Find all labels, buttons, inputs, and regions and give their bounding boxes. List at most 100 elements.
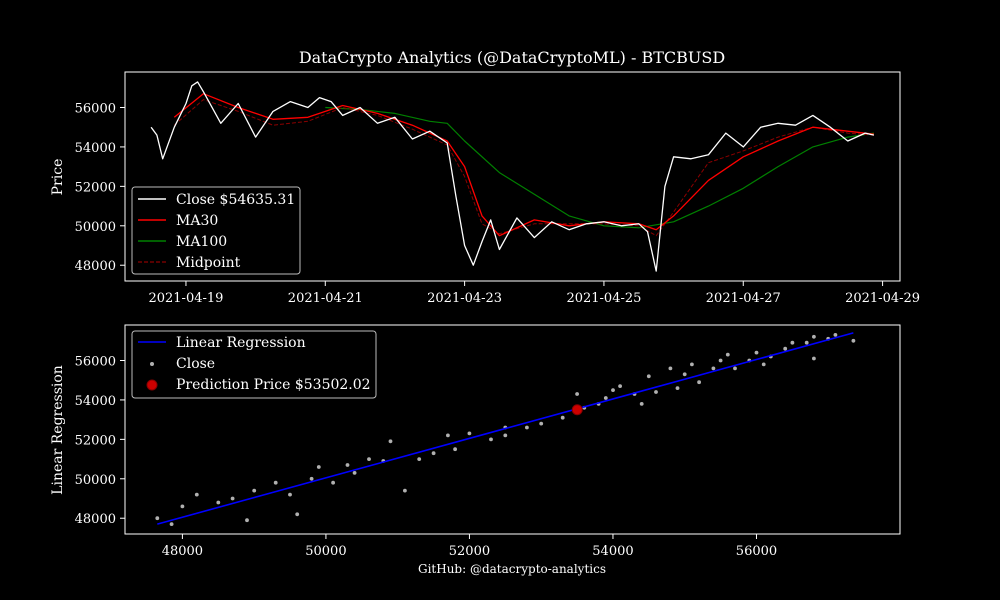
- legend-close-label: Close $54635.31: [176, 192, 295, 208]
- regression-chart-frame: [124, 324, 901, 535]
- ma100-line: [325, 106, 874, 229]
- regression-x-tick-label: 48000: [162, 544, 203, 559]
- regression-y-tick-label: 52000: [75, 433, 116, 448]
- regression-legend-box: [131, 330, 377, 399]
- close-point: [194, 492, 199, 497]
- close-point: [668, 366, 673, 371]
- regression-y-tick-label: 54000: [75, 394, 116, 409]
- price-y-tick-label: 54000: [75, 141, 116, 156]
- regression-x-ticks: 48000 50000 52000 54000 56000: [162, 534, 777, 559]
- close-point: [180, 504, 185, 509]
- close-point: [252, 488, 257, 493]
- close-point: [711, 366, 716, 371]
- price-x-ticks: 2021-04-19 2021-04-21 2021-04-23 2021-04-25…: [148, 281, 920, 306]
- legend-regression-label: Linear Regression: [176, 335, 306, 351]
- price-x-tick-label: 2021-04-27: [706, 291, 781, 306]
- close-point: [690, 362, 694, 367]
- legend-ma30-label: MA30: [176, 213, 218, 229]
- price-y-tick-label: 50000: [75, 220, 116, 235]
- close-point: [654, 390, 658, 394]
- price-x-tick-label: 2021-04-19: [148, 291, 223, 306]
- close-point: [295, 512, 300, 517]
- legend-ma100-label: MA100: [176, 234, 227, 250]
- close-point: [682, 372, 687, 377]
- price-series-layer: [150, 81, 875, 272]
- close-point: [754, 350, 759, 355]
- close-point: [851, 338, 856, 343]
- close-point: [417, 457, 422, 461]
- price-y-tick-label: 48000: [75, 259, 116, 274]
- close-line: [150, 81, 875, 272]
- close-point: [812, 356, 816, 361]
- regression-x-tick-label: 52000: [449, 544, 490, 559]
- legend-scatter-label: Close: [176, 356, 215, 372]
- price-x-tick-label: 2021-04-23: [427, 291, 502, 306]
- close-point: [467, 431, 472, 436]
- price-x-tick-label: 2021-04-25: [566, 291, 641, 306]
- close-point: [288, 492, 292, 497]
- close-point: [718, 358, 723, 363]
- price-x-tick-label: 2021-04-21: [288, 291, 363, 306]
- close-point: [790, 340, 795, 345]
- close-point: [489, 437, 493, 442]
- close-point: [273, 480, 278, 485]
- regression-legend: Linear Regression Close Prediction Price…: [131, 330, 377, 399]
- close-point: [503, 433, 508, 438]
- midpoint-line: [173, 99, 874, 237]
- regression-y-tick-label: 56000: [75, 354, 116, 369]
- regression-series-layer: [155, 332, 856, 526]
- close-point: [446, 433, 450, 438]
- close-point: [345, 463, 350, 467]
- close-point: [367, 457, 371, 461]
- close-point: [646, 374, 651, 379]
- close-point: [618, 384, 622, 388]
- close-point: [431, 451, 436, 456]
- regression-y-tick-label: 48000: [75, 512, 116, 527]
- close-point: [453, 447, 457, 452]
- close-point: [560, 415, 565, 420]
- close-point: [733, 366, 737, 371]
- price-y-ticks: 48000 50000 52000 54000 56000: [75, 101, 125, 274]
- close-point: [388, 439, 393, 444]
- close-point: [611, 388, 615, 392]
- regression-chart: 48000 50000 52000 54000 56000 48000 50000 5200…: [50, 324, 901, 559]
- prediction-point: [571, 404, 583, 416]
- chart-title: DataCrypto Analytics (@DataCryptoML) - B…: [299, 48, 725, 67]
- close-point: [761, 362, 766, 367]
- legend-prediction-dot: [146, 379, 158, 391]
- price-legend: Close $54635.31 MA30 MA100 Midpoint: [131, 186, 301, 275]
- price-chart: 2021-04-19 2021-04-21 2021-04-23 2021-04-25…: [50, 71, 920, 306]
- price-chart-frame: [124, 71, 901, 282]
- close-point: [804, 340, 809, 345]
- close-point: [352, 471, 357, 475]
- regression-x-tick-label: 54000: [592, 544, 633, 559]
- close-point: [316, 465, 321, 469]
- legend-prediction-label: Prediction Price $53502.02: [176, 377, 371, 393]
- close-point: [783, 346, 788, 351]
- price-y-tick-label: 56000: [75, 101, 116, 116]
- legend-midpoint-label: Midpoint: [176, 255, 241, 271]
- regression-y-ticks: 48000 50000 52000 54000 56000: [75, 354, 125, 527]
- close-point: [539, 421, 544, 426]
- regression-line: [157, 332, 854, 525]
- ma30-line: [173, 93, 874, 237]
- regression-x-tick-label: 50000: [305, 544, 346, 559]
- close-point: [169, 522, 174, 526]
- close-point: [812, 334, 816, 339]
- legend-close-dot: [150, 362, 154, 366]
- close-point: [245, 518, 249, 523]
- price-y-tick-label: 52000: [75, 180, 116, 195]
- close-point: [309, 476, 314, 481]
- regression-y-tick-label: 50000: [75, 473, 116, 488]
- close-point: [230, 496, 235, 501]
- close-point: [603, 396, 608, 400]
- footer-credit: GitHub: @datacrypto-analytics: [418, 562, 606, 576]
- price-legend-box: [131, 186, 301, 275]
- close-point: [697, 380, 701, 385]
- close-point: [155, 516, 160, 521]
- price-x-tick-label: 2021-04-29: [845, 291, 920, 306]
- close-point: [403, 488, 407, 493]
- close-point: [216, 500, 221, 505]
- close-point: [525, 425, 529, 430]
- close-point: [331, 480, 335, 485]
